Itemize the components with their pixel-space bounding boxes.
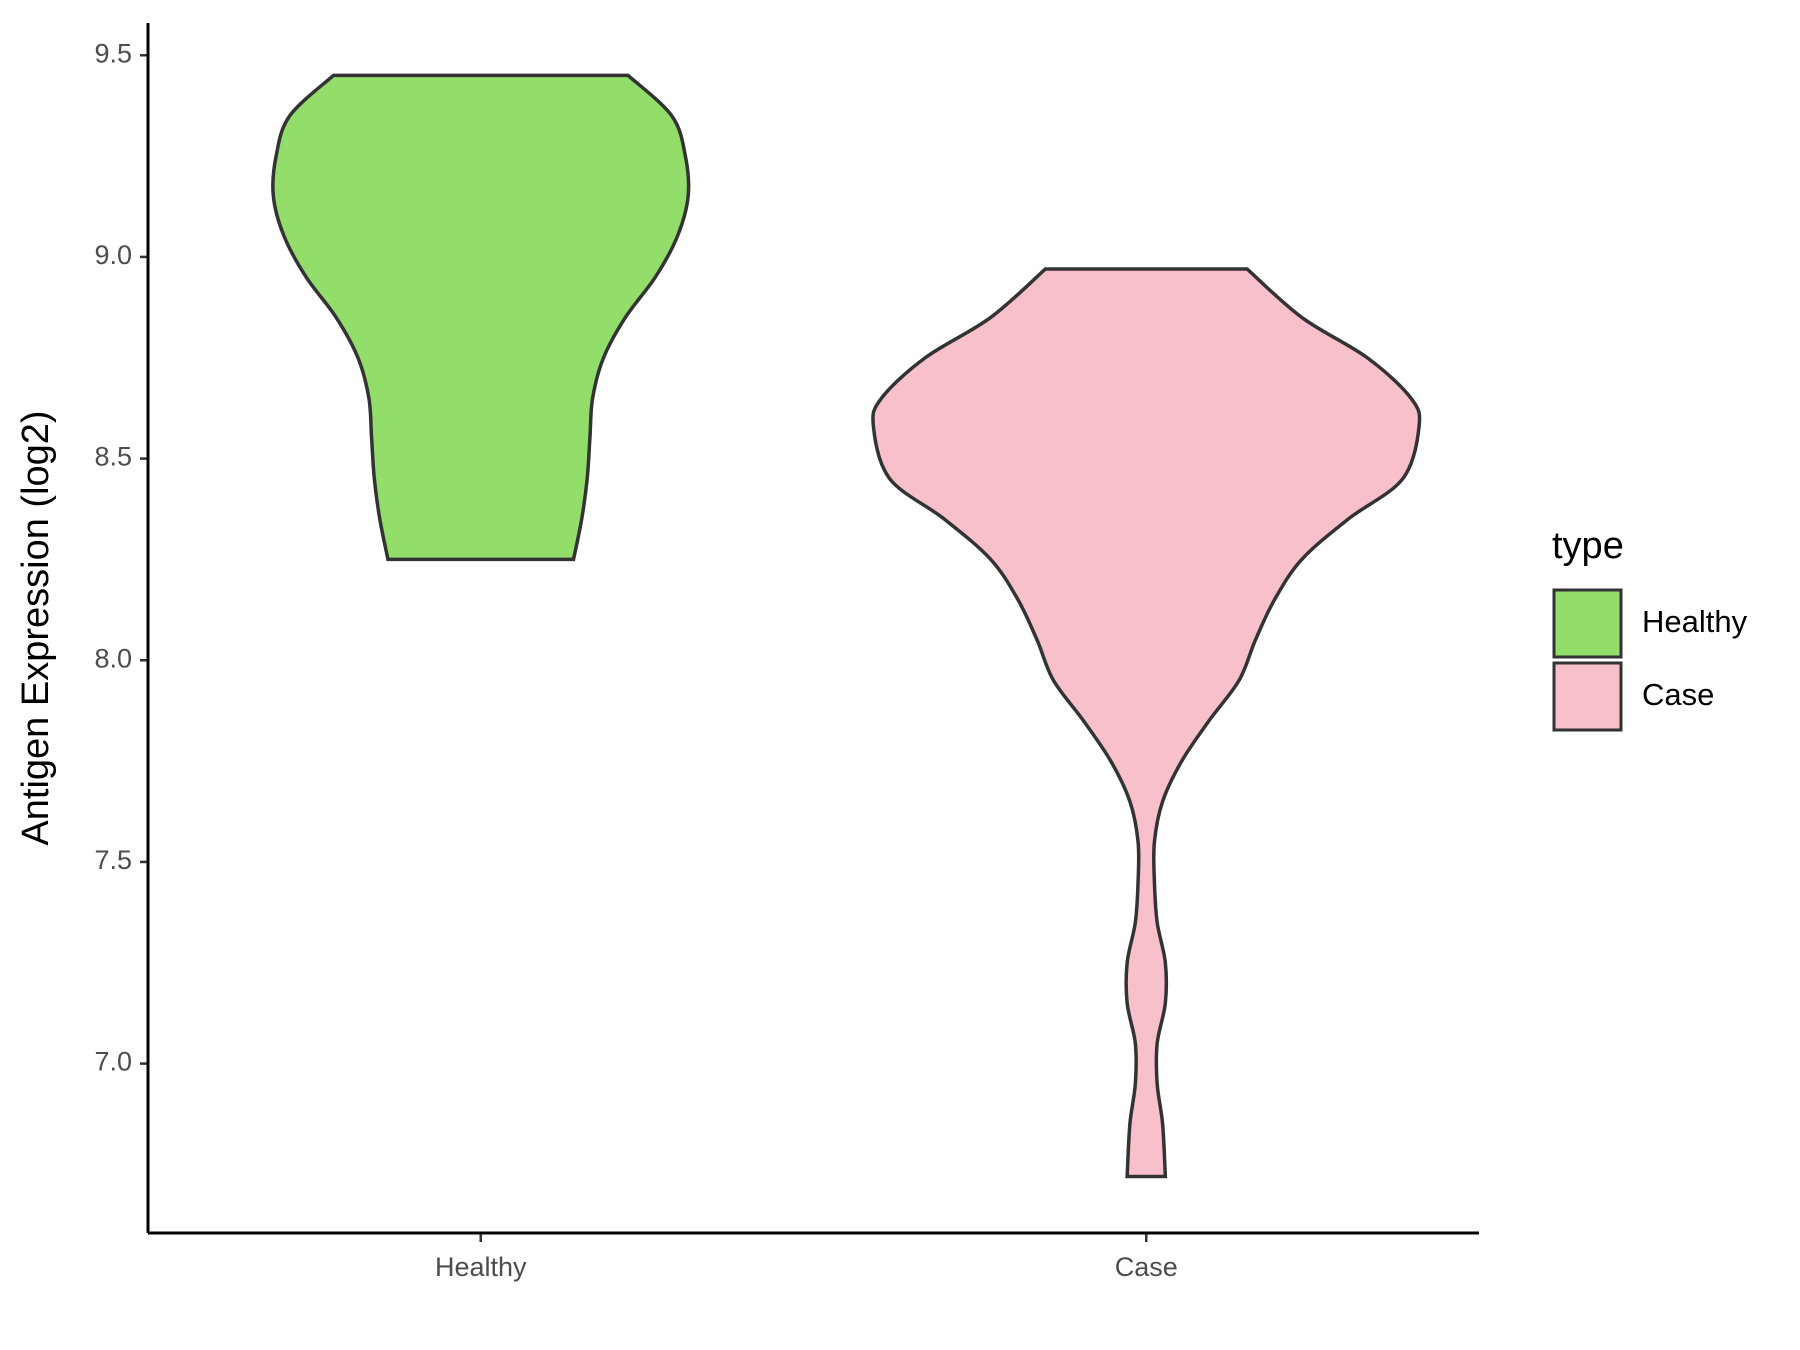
y-tick-label: 8.5 [94, 442, 132, 472]
legend-swatch [1552, 661, 1623, 732]
y-tick-label: 9.5 [94, 38, 132, 68]
y-tick-label: 7.5 [94, 845, 132, 875]
y-tick-label: 7.0 [94, 1047, 132, 1077]
violin [871, 267, 1422, 1179]
legend-label: Healthy [1642, 604, 1748, 639]
x-tick-label: Case [1115, 1252, 1178, 1282]
y-axis-title: Antigen Expression (log2) [15, 410, 57, 845]
legend-swatch [1552, 588, 1623, 659]
x-tick-label: Healthy [435, 1252, 527, 1282]
violin [271, 73, 691, 562]
y-tick-label: 8.0 [94, 643, 132, 673]
legend-label: Case [1642, 677, 1714, 712]
legend-title: type [1552, 525, 1624, 567]
y-tick-label: 9.0 [94, 240, 132, 270]
